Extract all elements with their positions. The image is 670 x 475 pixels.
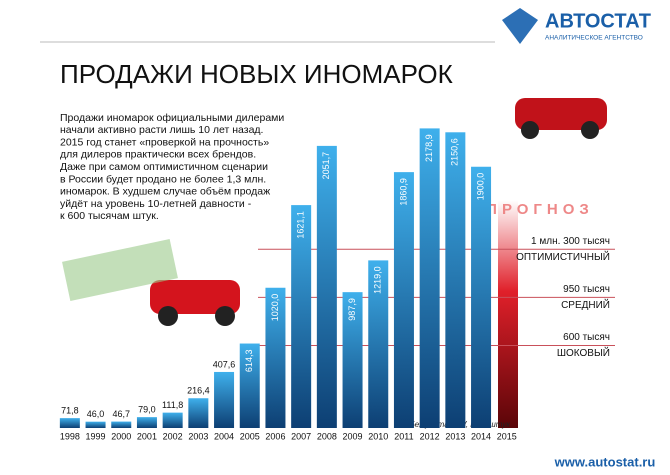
x-tick-label: 2010 (368, 431, 388, 441)
value-label: 216,4 (187, 386, 210, 396)
x-tick-label: 2004 (214, 431, 234, 441)
bar (85, 421, 106, 428)
value-label: 1900,0 (475, 173, 485, 201)
forecast-column (498, 200, 518, 428)
x-tick-label: 2011 (394, 431, 413, 441)
scenario-name: СРЕДНИЙ (561, 298, 610, 311)
value-label: 71,8 (61, 406, 79, 416)
scenario-name: ОПТИМИСТИЧНЫЙ (516, 250, 610, 263)
bar (291, 205, 312, 428)
bar (316, 145, 337, 429)
x-tick-label: 2008 (317, 431, 337, 441)
bar (59, 418, 80, 428)
bar (188, 398, 209, 428)
value-label: 1621,1 (296, 211, 306, 239)
x-tick-label: 2002 (163, 431, 183, 441)
value-label: 407,6 (213, 359, 236, 369)
x-tick-label: 2015 (497, 431, 517, 441)
bar (368, 260, 389, 428)
value-label: 1219,0 (373, 266, 383, 294)
value-label: 1860,9 (398, 178, 408, 206)
x-tick-label: 1998 (60, 431, 80, 441)
x-tick-label: 2000 (111, 431, 131, 441)
x-tick-label: 2013 (445, 431, 465, 441)
scenario-value: 950 тысяч (563, 284, 610, 295)
bar (393, 172, 414, 428)
description-line: уйдёт на уровень 10-летней давности - (60, 198, 252, 210)
car-decoration (62, 98, 607, 326)
logo-icon (502, 8, 538, 44)
bar (265, 287, 286, 428)
value-label: 46,7 (112, 409, 130, 419)
value-label: 79,0 (138, 405, 156, 415)
chart-title: ПРОДАЖИ НОВЫХ ИНОМАРОК (60, 59, 453, 89)
value-label: 614,3 (244, 350, 254, 373)
description-line: в России будет продано не более 1,3 млн. (60, 173, 266, 185)
website: www.autostat.ru (554, 454, 656, 469)
description-line: Даже при самом оптимистичном сценарии (60, 161, 268, 173)
x-tick-label: 2001 (137, 431, 157, 441)
x-tick-label: 2005 (240, 431, 260, 441)
value-label: 987,9 (347, 298, 357, 321)
forecast-label: ПРОГНОЗ (486, 201, 594, 218)
scenario-value: 1 млн. 300 тысяч (531, 236, 610, 247)
bar (111, 421, 132, 428)
bar (162, 412, 183, 428)
brand: АВТОСТАТ (545, 10, 651, 32)
bar (419, 128, 440, 428)
bar (239, 343, 260, 428)
x-tick-label: 2009 (343, 431, 363, 441)
value-label: 2178,9 (424, 134, 434, 162)
brand-subtitle: АНАЛИТИЧЕСКОЕ АГЕНТСТВО (545, 35, 643, 42)
x-tick-label: 2014 (471, 431, 491, 441)
description-line: иномарок. В худшем случае объём продаж (60, 186, 270, 198)
x-tick-label: 2012 (420, 431, 440, 441)
value-label: 111,8 (162, 400, 183, 410)
description-line: 2015 год станет «проверкой на прочность» (60, 136, 269, 148)
bar (342, 292, 363, 428)
scenario-name: ШОКОВЫЙ (557, 346, 610, 359)
value-label: 2051,7 (321, 152, 331, 180)
scenario-value: 600 тысяч (563, 332, 610, 343)
bar (471, 166, 492, 428)
bar (445, 132, 466, 429)
description-line: к 600 тысячам штук. (60, 210, 159, 222)
bar (214, 371, 235, 428)
description-line: Продажи иномарок официальными дилерами (60, 112, 284, 124)
value-label: 46,0 (87, 409, 105, 419)
x-tick-label: 2006 (265, 431, 285, 441)
bar (136, 417, 157, 428)
x-tick-label: 1999 (86, 431, 106, 441)
description-line: для дилеров практически всех брендов. (60, 149, 256, 161)
value-label: 2150,6 (450, 138, 460, 166)
description-line: начали активно расти лишь 10 лет назад. (60, 124, 263, 136)
value-label: 1020,0 (270, 294, 280, 322)
x-tick-label: 2003 (188, 431, 208, 441)
x-tick-label: 2007 (291, 431, 311, 441)
